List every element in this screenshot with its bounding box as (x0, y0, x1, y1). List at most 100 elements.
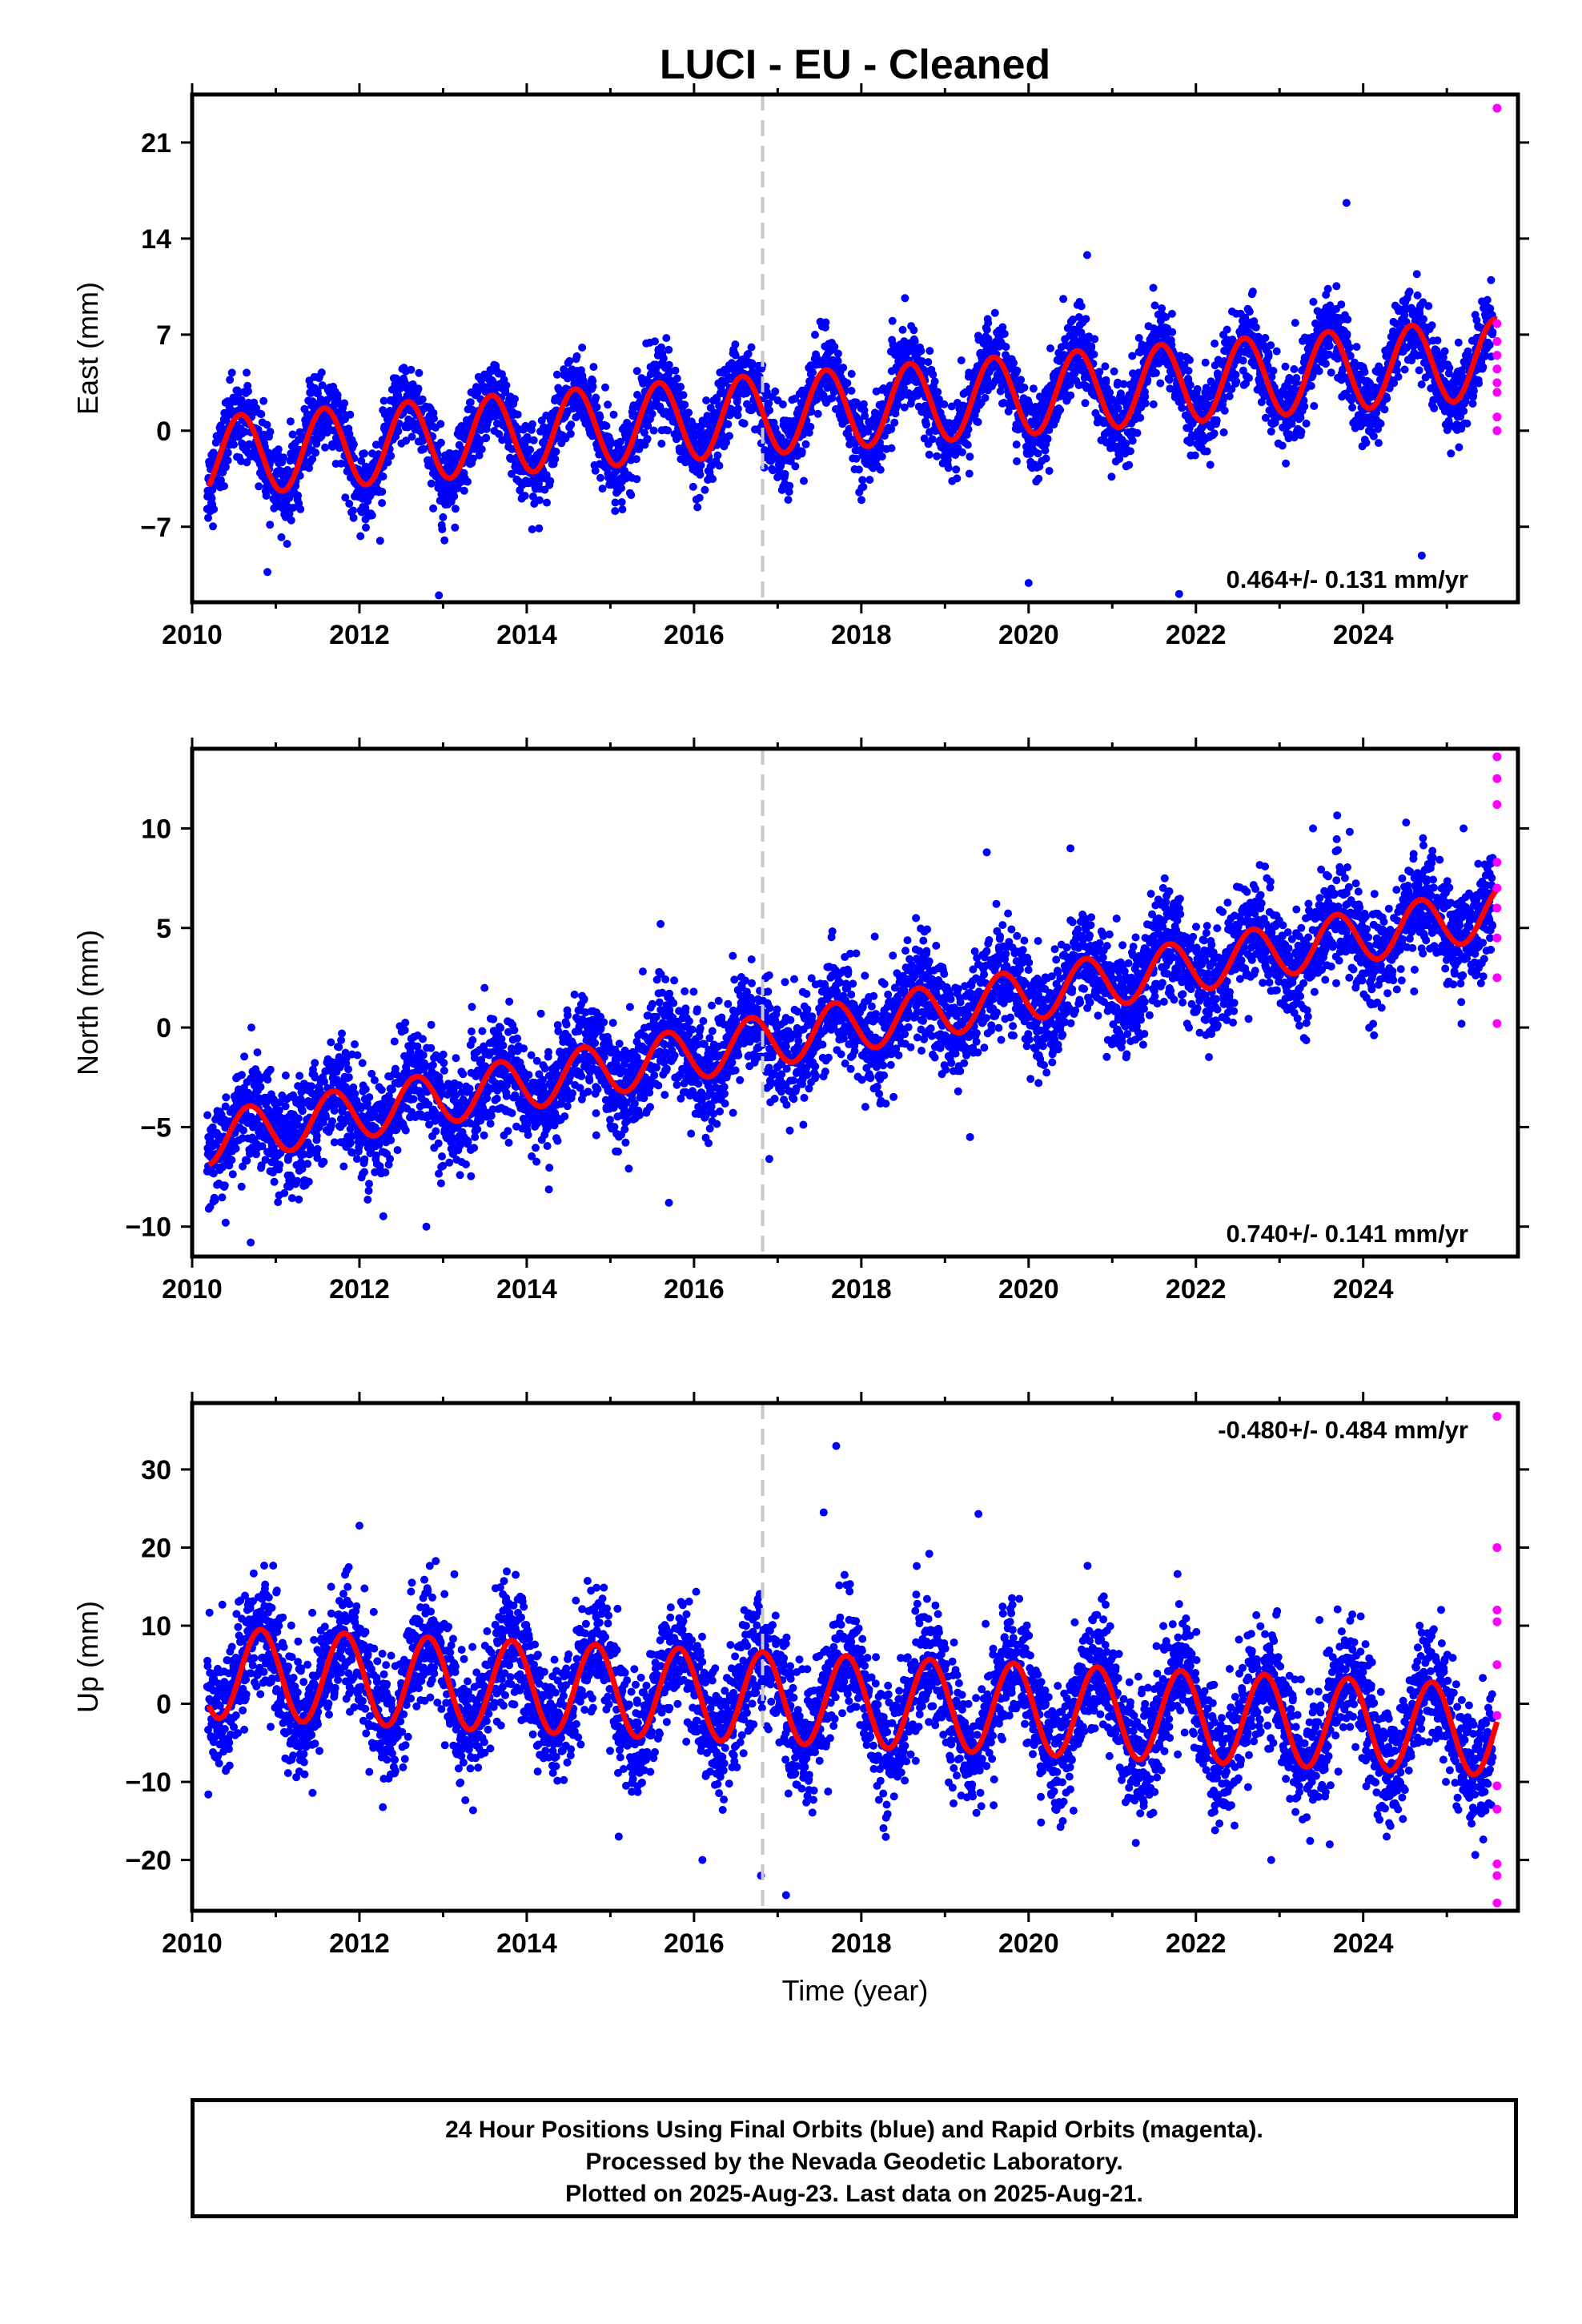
data-point (346, 410, 355, 419)
data-point (917, 347, 926, 356)
data-point (222, 463, 230, 472)
rapid-orbit-point (1492, 378, 1502, 388)
data-point (1245, 374, 1253, 382)
data-point (1460, 407, 1468, 416)
data-point (1090, 350, 1098, 359)
data-point (1469, 387, 1478, 396)
data-point (1278, 441, 1287, 450)
data-point (1010, 359, 1018, 368)
data-point (436, 438, 445, 447)
data-point (1184, 367, 1193, 375)
data-point (283, 540, 291, 549)
data-point (450, 492, 459, 501)
data-point (1454, 338, 1463, 347)
data-point (349, 440, 358, 448)
data-point (1261, 334, 1270, 342)
data-point (890, 418, 899, 427)
data-point (1167, 309, 1176, 318)
data-point (673, 374, 681, 383)
data-point (528, 493, 537, 501)
data-point (671, 366, 680, 375)
data-point (379, 396, 388, 405)
data-point (407, 365, 416, 374)
data-point (677, 383, 685, 391)
data-point (357, 456, 366, 465)
data-point (697, 424, 705, 432)
data-point (952, 465, 961, 474)
data-point (1321, 360, 1330, 368)
data-point (333, 391, 342, 400)
data-point (220, 482, 228, 490)
data-point (801, 440, 810, 448)
data-point (294, 491, 303, 500)
rapid-orbit-point (1492, 336, 1502, 346)
data-point (482, 433, 491, 442)
data-point (1087, 342, 1096, 351)
data-point (689, 482, 697, 491)
data-point (635, 444, 644, 453)
data-point (209, 522, 217, 531)
data-point (1156, 379, 1165, 388)
data-point (1013, 366, 1022, 375)
data-point (477, 445, 486, 453)
data-point (1012, 440, 1021, 449)
data-point (379, 472, 387, 480)
outlier-point (1024, 579, 1033, 588)
rapid-orbit-point (1492, 103, 1502, 113)
data-point (898, 325, 907, 334)
data-point (216, 421, 225, 430)
data-point (436, 420, 445, 428)
data-point (1405, 287, 1414, 296)
data-point (1066, 391, 1075, 400)
data-point (305, 464, 314, 472)
data-point (492, 420, 501, 428)
data-point (1231, 370, 1240, 379)
data-point (1380, 405, 1389, 414)
data-point (657, 440, 666, 448)
panel-east: 2010 2012 2014 2016 2018 2020 2022 2024−7071421… (71, 83, 1529, 650)
data-point (1232, 377, 1241, 386)
data-point (617, 498, 626, 506)
data-point (252, 404, 260, 412)
data-point (659, 354, 668, 363)
data-point (887, 424, 896, 433)
data-point (440, 536, 449, 545)
data-point (217, 476, 225, 485)
data-point (311, 448, 320, 457)
data-point (223, 448, 232, 457)
data-point (318, 381, 327, 390)
data-point (611, 498, 620, 507)
data-point (900, 403, 909, 412)
data-point (552, 448, 560, 456)
data-point (1400, 365, 1409, 374)
data-point (1211, 340, 1219, 348)
data-point (1149, 283, 1158, 292)
data-point (1056, 405, 1065, 414)
data-point (877, 452, 886, 461)
data-point (933, 452, 942, 460)
data-point (255, 482, 263, 491)
data-point (1362, 438, 1371, 447)
data-point (806, 422, 815, 431)
data-point (731, 340, 740, 349)
data-point (266, 521, 275, 529)
data-point (451, 523, 460, 532)
data-point (944, 464, 953, 472)
data-point (289, 504, 298, 513)
data-point (274, 445, 283, 454)
data-point (1149, 400, 1158, 408)
data-point (922, 420, 930, 429)
data-point (1413, 291, 1422, 300)
data-point (1348, 403, 1357, 412)
data-point (861, 412, 869, 420)
data-point (1020, 384, 1029, 392)
data-point (460, 486, 468, 495)
rapid-orbit-point (1492, 388, 1502, 397)
data-point (1455, 443, 1464, 452)
data-point (430, 414, 438, 423)
data-point (893, 400, 902, 409)
data-point (349, 513, 358, 522)
data-point (383, 458, 392, 467)
data-point (567, 420, 576, 429)
data-point (740, 419, 749, 428)
